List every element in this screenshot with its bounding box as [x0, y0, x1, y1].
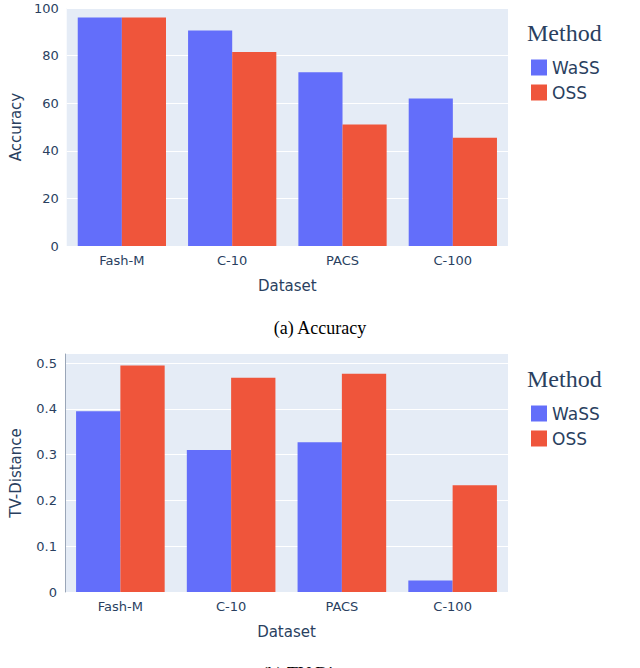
svg-text:C-100: C-100: [434, 253, 473, 268]
svg-text:WaSS: WaSS: [552, 404, 600, 424]
svg-text:C-10: C-10: [217, 253, 247, 268]
svg-text:C-100: C-100: [433, 599, 472, 614]
svg-text:0.1: 0.1: [36, 539, 57, 554]
svg-text:40: 40: [42, 143, 59, 158]
svg-text:0.2: 0.2: [36, 493, 57, 508]
svg-text:Method: Method: [527, 20, 602, 46]
svg-text:Fash-M: Fash-M: [98, 599, 143, 614]
svg-text:Method: Method: [527, 366, 602, 392]
svg-text:0: 0: [49, 585, 57, 600]
svg-text:Fash-M: Fash-M: [99, 253, 144, 268]
svg-text:Dataset: Dataset: [258, 277, 317, 295]
svg-text:0: 0: [50, 239, 58, 254]
svg-text:20: 20: [42, 191, 59, 206]
svg-text:OSS: OSS: [552, 83, 587, 103]
svg-text:PACS: PACS: [325, 599, 358, 614]
svg-text:60: 60: [42, 96, 59, 111]
svg-text:0.3: 0.3: [36, 447, 57, 462]
svg-text:(b) TV-Distance: (b) TV-Distance: [262, 664, 378, 668]
svg-text:OSS: OSS: [552, 429, 587, 449]
svg-text:0.5: 0.5: [36, 356, 57, 371]
svg-text:Accuracy: Accuracy: [7, 93, 25, 162]
svg-text:(a) Accuracy: (a) Accuracy: [274, 318, 366, 339]
svg-text:TV-Distance: TV-Distance: [7, 428, 25, 519]
svg-text:80: 80: [42, 48, 59, 63]
svg-text:0.4: 0.4: [36, 401, 57, 416]
svg-text:C-10: C-10: [216, 599, 246, 614]
svg-text:PACS: PACS: [326, 253, 359, 268]
svg-text:100: 100: [34, 1, 59, 16]
svg-text:Dataset: Dataset: [257, 623, 316, 641]
svg-text:WaSS: WaSS: [552, 58, 600, 78]
